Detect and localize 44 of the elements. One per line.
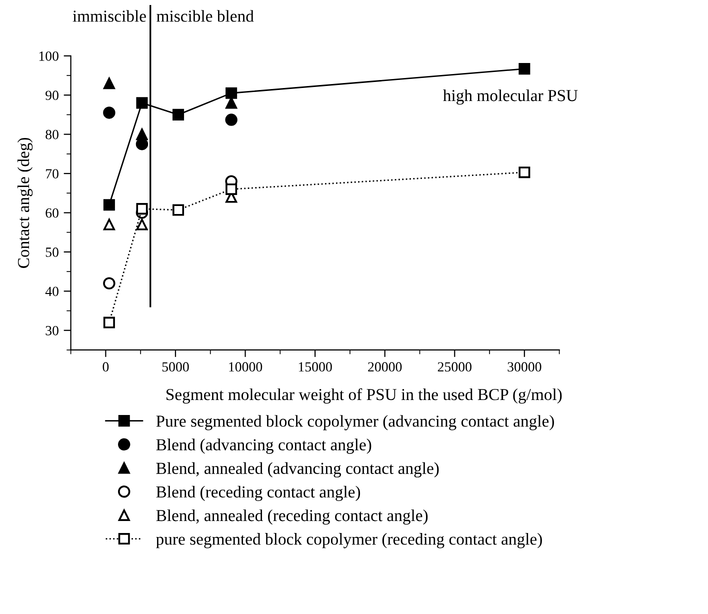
point	[103, 78, 115, 90]
point	[103, 199, 115, 211]
y-tick-label: 30	[46, 326, 58, 336]
y-tick-label: 60	[46, 208, 58, 218]
annotation: high molecular PSU	[443, 89, 578, 105]
y-axis-title: Contact angle (deg)	[17, 138, 33, 268]
point	[103, 106, 116, 119]
legend-label: Blend (receding contact angle)	[156, 486, 360, 502]
point	[225, 114, 238, 126]
text: immiscible	[72, 10, 146, 22]
point	[172, 204, 184, 216]
point	[103, 277, 116, 290]
point	[226, 87, 238, 99]
x-tick-label: 30000	[508, 362, 542, 372]
legend-label: Pure segmented block copolymer (advancing contact angle)	[156, 415, 554, 430]
point	[172, 108, 184, 120]
legend-label: Blend, annealed (advancing contact angle)	[156, 462, 439, 478]
point	[136, 97, 148, 109]
x-tick-label: 20000	[368, 362, 402, 372]
point	[136, 203, 148, 215]
x-tick-label: 10000	[229, 362, 262, 372]
point	[226, 183, 238, 195]
legend-label: pure segmented block copolymer (receding contact angle)	[156, 533, 542, 548]
point	[226, 97, 238, 109]
x-tick-label: 25000	[438, 362, 472, 372]
y-tick-label: 100	[39, 51, 58, 61]
legend-label: Blend (advancing contact angle)	[156, 438, 372, 454]
y-tick-label: 40	[45, 286, 58, 296]
x-tick-label: 15000	[298, 362, 332, 372]
x-tick-label: 0	[102, 362, 109, 372]
point	[136, 218, 148, 230]
y-tick-label: 80	[46, 130, 58, 140]
legend-label: Blend, annealed (receding contact angle)	[156, 509, 428, 525]
y-tick-label: 70	[46, 169, 58, 178]
y-tick-label: 90	[46, 90, 58, 100]
point	[518, 63, 530, 75]
point	[103, 316, 115, 328]
text: miscible blend	[156, 10, 254, 22]
point	[518, 166, 530, 178]
y-tick-label: 50	[46, 248, 58, 257]
point	[136, 128, 148, 140]
point	[103, 218, 115, 230]
x-axis-title: Segment molecular weight of PSU in the used BCP (g/mol)	[166, 388, 562, 404]
x-tick-label: 5000	[162, 362, 189, 372]
